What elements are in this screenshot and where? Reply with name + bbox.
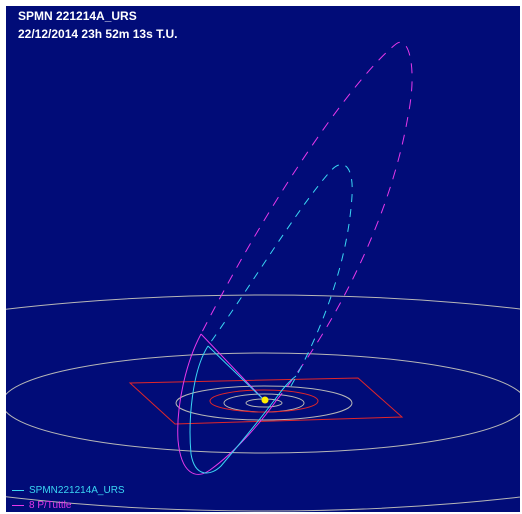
meteoroid-orbit-solid xyxy=(189,345,297,474)
comet-orbit-solid xyxy=(177,333,277,475)
legend-item-comet: 8 P/Tuttle xyxy=(12,500,71,511)
line-swatch-icon xyxy=(12,489,24,491)
event-datetime: 22/12/2014 23h 52m 13s T.U. xyxy=(18,27,178,41)
legend-label: 8 P/Tuttle xyxy=(29,500,72,511)
orbit-diagram xyxy=(6,41,520,512)
legend-item-meteoroid: SPMN221214A_URS xyxy=(12,485,125,496)
ecliptic-plane xyxy=(128,377,404,425)
comet-line-of-nodes xyxy=(200,333,265,401)
orbit-plot: SPMN 221214A_URS 22/12/2014 23h 52m 13s … xyxy=(6,6,520,512)
sun-marker xyxy=(261,396,269,404)
line-swatch-icon xyxy=(12,504,24,506)
planet-orbit-outer xyxy=(6,294,520,512)
meteoroid-orbit-dashed xyxy=(207,164,353,387)
meteoroid-line-of-nodes xyxy=(207,345,265,401)
earth-orbit xyxy=(209,389,319,413)
event-title: SPMN 221214A_URS xyxy=(18,9,137,23)
planet-orbit-4 xyxy=(6,352,520,454)
legend-label: SPMN221214A_URS xyxy=(29,485,125,496)
planet-orbit-3 xyxy=(175,385,353,421)
comet-orbit-dashed xyxy=(200,41,413,402)
